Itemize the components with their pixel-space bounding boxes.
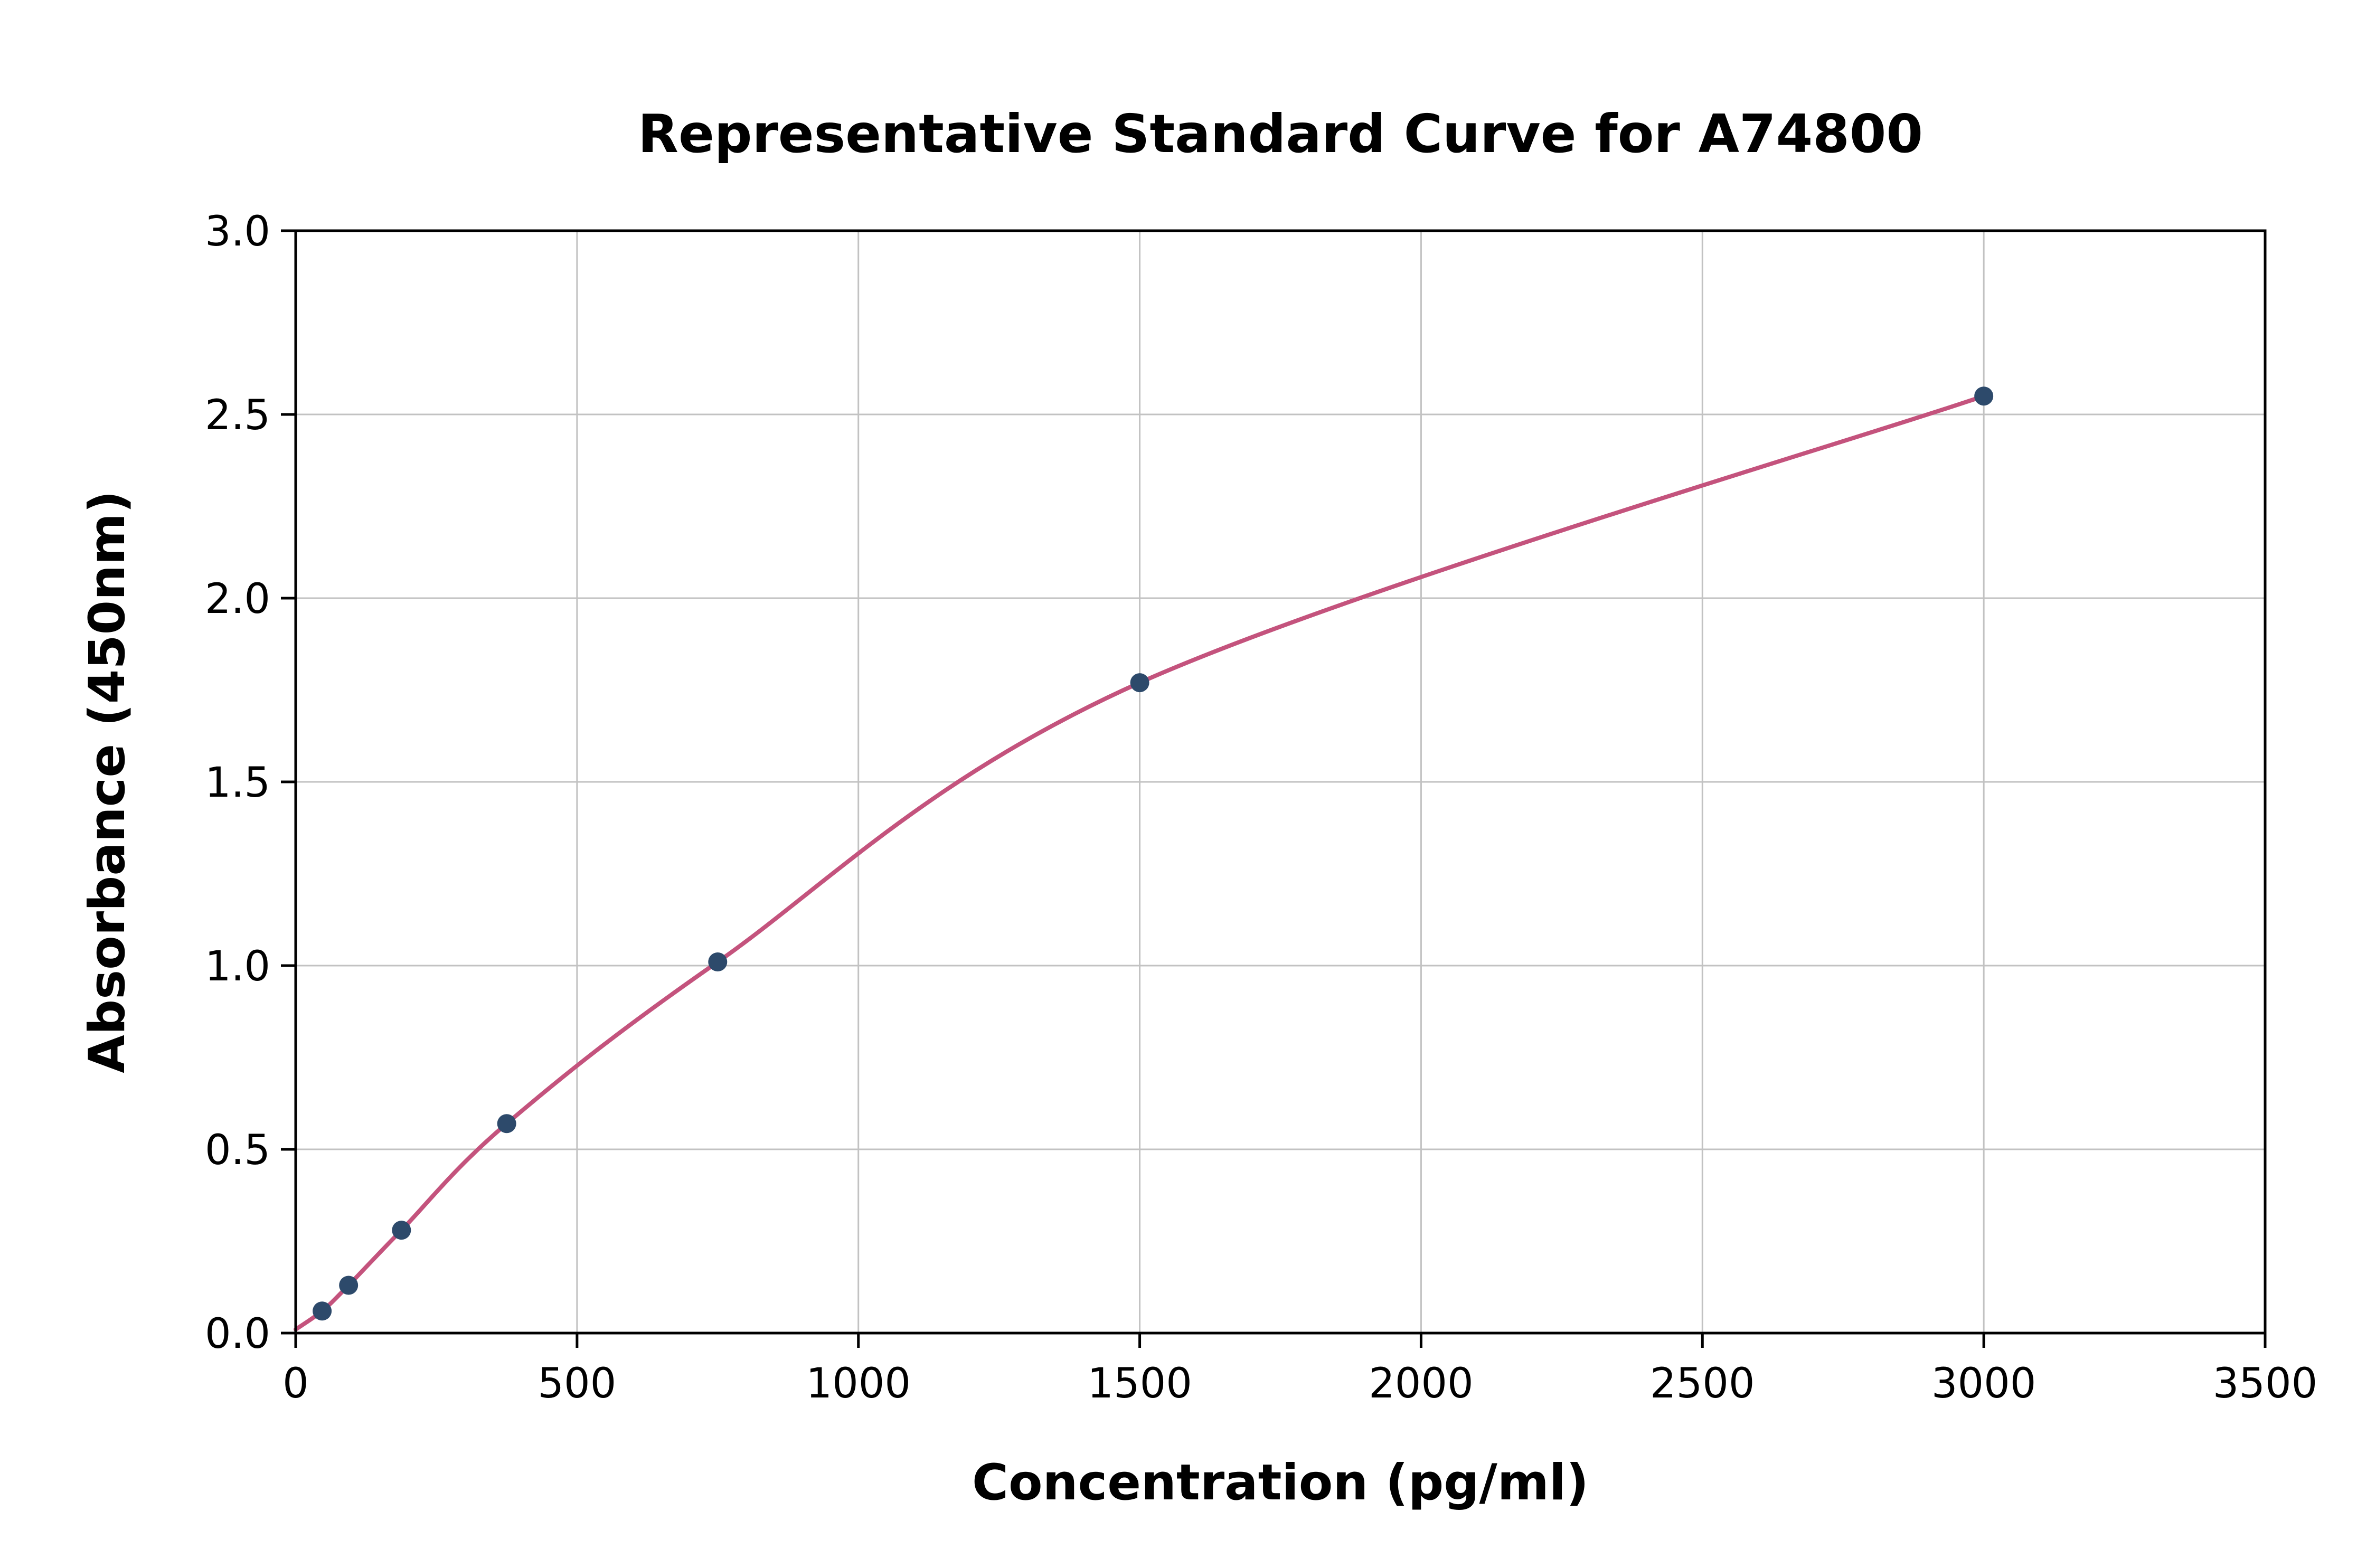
data-point-marker: [1130, 673, 1149, 693]
x-tick-label: 1000: [806, 1360, 911, 1408]
y-tick-label: 1.5: [205, 759, 270, 807]
x-tick-label: 1500: [1087, 1360, 1192, 1408]
y-tick-label: 2.5: [205, 392, 270, 439]
data-point-marker: [708, 952, 728, 972]
y-tick-label: 1.0: [205, 943, 270, 990]
y-tick-label: 2.0: [205, 575, 270, 623]
data-point-marker: [392, 1221, 411, 1240]
y-tick-label: 3.0: [205, 208, 270, 256]
data-point-marker: [1974, 386, 1994, 406]
x-tick-label: 3500: [2213, 1360, 2318, 1408]
plot-frame: [294, 229, 2267, 1335]
data-points: [313, 386, 1994, 1321]
x-tick-label: 2500: [1650, 1360, 1755, 1408]
x-axis-label: Concentration (pg/ml): [972, 1454, 1589, 1512]
x-tick-labels: 0 500 1000 1500 2000 2500 3000 3500: [282, 1360, 2317, 1408]
x-tick-label: 3000: [1931, 1360, 2036, 1408]
x-tick-label: 0: [282, 1360, 309, 1408]
y-tick-label: 0.5: [205, 1127, 270, 1174]
y-tick-label: 0.0: [205, 1310, 270, 1358]
x-tick-label: 500: [538, 1360, 616, 1408]
chart-title: Representative Standard Curve for A74800: [638, 103, 1923, 165]
data-point-marker: [313, 1301, 332, 1321]
y-tick-labels: 0.0 0.5 1.0 1.5 2.0 2.5 3.0: [205, 208, 270, 1358]
y-axis-label: Absorbance (450nm): [79, 490, 136, 1073]
grid-lines: [295, 230, 2266, 1334]
x-tick-label: 2000: [1369, 1360, 1474, 1408]
data-point-marker: [339, 1276, 359, 1295]
data-point-marker: [497, 1114, 516, 1134]
axis-tick-marks: [281, 229, 2267, 1348]
